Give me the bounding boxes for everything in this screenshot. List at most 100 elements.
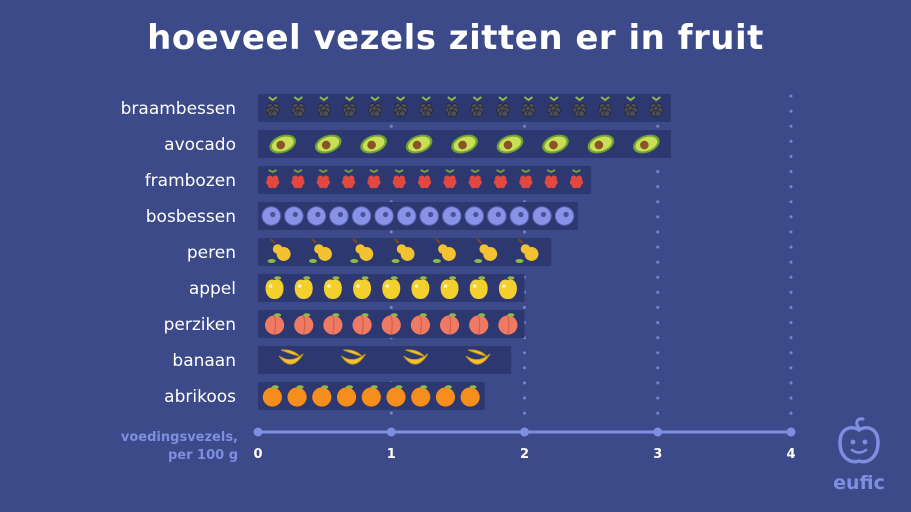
apricot-icon [435,385,456,407]
bar-row-braambessen: braambessen [121,94,672,122]
raspberry-icon [417,169,432,189]
apricot-icon-group [262,385,480,407]
peach-icon [381,313,401,335]
x-tick-label: 3 [653,447,662,462]
category-label: frambozen [145,171,236,191]
blackberry-icon [444,96,459,117]
apple-face-icon [838,417,880,464]
avocado-icon [496,134,524,154]
blueberry-icon [374,206,394,226]
x-tick-label: 2 [520,447,529,462]
blueberry-icon [509,206,530,226]
x-tick-label: 0 [253,447,262,462]
bar-row-avocado: avocado [164,130,672,158]
blackberry-icon [265,96,280,117]
blackberry-icon [470,96,485,117]
blackberry-icon [317,96,331,117]
raspberry-icon [443,169,457,189]
blackberry-icon [291,96,306,117]
axis-tick-dot [253,427,263,437]
apple-icon-group [265,276,517,300]
blackberry-icon [521,96,536,117]
blueberry-icon [306,206,327,226]
raspberry-icon [468,169,482,189]
avocado-icon [542,134,569,154]
pear-icon [474,238,498,263]
x-tick-label: 4 [786,447,795,462]
apple-icon [265,276,284,300]
apricot-icon [287,385,307,407]
raspberry-icon [392,169,406,189]
blackberry-icon [342,96,357,117]
blueberry-icon [261,206,282,226]
axis-note-line1: voedingsvezels, [121,430,238,445]
bar-row-abrikoos: abrikoos [164,382,485,410]
category-label: bosbessen [146,207,236,227]
avocado-icon [633,134,660,154]
category-label: perziken [164,315,236,335]
raspberry-icon [367,169,381,189]
pear-icon [350,238,374,263]
category-label: avocado [164,135,236,155]
avocado-icon [360,134,387,154]
blueberry-icon [554,206,575,226]
eufic-logo: eufic [829,416,889,494]
peach-icon [439,313,460,335]
bars-group: braambessen avocado frambozen bosbessen pere… [121,94,672,410]
banana-icon [403,349,429,365]
blackberry-icon [598,96,613,117]
category-label: banaan [172,351,236,371]
bar-row-banaan: banaan [172,346,512,374]
bar-row-appel: appel [189,274,525,302]
blueberry-icon [464,206,485,226]
peach-icon [294,313,314,335]
apple-icon [382,276,401,300]
bar-row-bosbessen: bosbessen [146,202,578,230]
avocado-icon [451,134,478,154]
pear-icon-group [267,238,539,263]
raspberry-icon [342,169,356,189]
blueberry-icon-group [261,206,575,226]
pear-icon [515,238,539,263]
axis-tick-dot [386,427,396,437]
category-label: abrikoos [164,387,236,407]
blueberry-icon [284,206,304,226]
pear-icon [391,238,415,263]
pear-icon [267,238,291,263]
bar-row-frambozen: frambozen [145,166,592,194]
raspberry-icon [266,169,280,189]
blackberry-icon [572,96,587,117]
peach-icon [264,313,285,335]
apple-icon [440,276,459,300]
apple-icon [294,276,313,300]
peach-icon [410,313,431,335]
blueberry-icon [532,206,552,226]
blueberry-icon [329,206,349,226]
blueberry-icon [396,206,417,226]
raspberry-icon [493,169,508,189]
apple-icon [469,276,488,300]
pear-icon [308,238,332,263]
apricot-icon [460,385,480,407]
category-label: braambessen [121,99,236,119]
bar [258,202,578,230]
chart-title: hoeveel vezels zitten er in fruit [147,18,764,58]
blackberry-icon [547,96,561,117]
blackberry-icon [368,96,382,117]
blueberry-icon [351,206,372,226]
banana-icon [465,349,491,365]
axis-note-line2: per 100 g [168,448,238,463]
blackberry-icon [393,96,408,117]
raspberry-icon [316,169,330,189]
peach-icon [498,313,518,335]
blackberry-icon [623,96,638,117]
blackberry-icon [419,96,434,117]
bar-row-peren: peren [187,238,552,266]
x-axis: 0 1 2 3 4 [253,427,796,462]
banana-icon-group [278,349,491,365]
blackberry-icon [495,96,510,117]
apricot-icon [312,385,332,407]
blackberry-icon [649,96,664,117]
blackberry-icon-group [265,96,664,117]
